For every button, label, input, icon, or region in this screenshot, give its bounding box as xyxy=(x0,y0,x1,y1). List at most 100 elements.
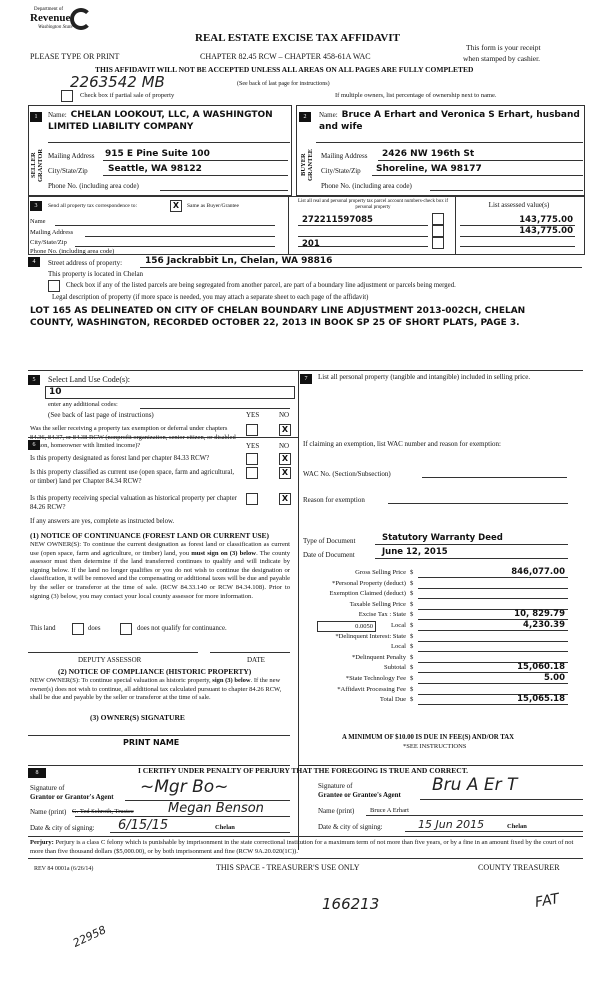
fee-label: Taxable Selling Price xyxy=(349,600,406,608)
county-treasurer-label: COUNTY TREASURER xyxy=(478,863,560,872)
legal-description[interactable]: LOT 165 AS DELINEATED ON CITY OF CHELAN … xyxy=(30,306,526,328)
print-name-label: PRINT NAME xyxy=(123,738,180,747)
current-use-no-checkbox[interactable]: X xyxy=(279,467,291,479)
fee-value[interactable]: 846,077.00 xyxy=(511,567,565,577)
historical-yes-checkbox[interactable] xyxy=(246,493,258,505)
exemption-no-checkbox[interactable]: X xyxy=(279,424,291,436)
buyer-mail[interactable]: 2426 NW 196th St xyxy=(382,149,475,159)
partial-sale-label: Check box if partial sale of property xyxy=(80,92,175,99)
assessed-header: List assessed value(s) xyxy=(488,201,550,209)
seller-phone-label: Phone No. (including area code) xyxy=(48,182,139,190)
receipt-note-2: when stamped by cashier. xyxy=(463,54,541,63)
assessor-date-field[interactable] xyxy=(210,652,290,653)
wac-field[interactable] xyxy=(422,477,567,478)
seller-city[interactable]: Seattle, WA 98122 xyxy=(108,164,202,174)
assessed-value[interactable]: 143,775.00 xyxy=(519,215,573,225)
see-instructions: *SEE INSTRUCTIONS xyxy=(403,743,467,750)
section-number-6: 6 xyxy=(28,440,40,450)
perjury-notice: Perjury: Perjury is a class C felony whi… xyxy=(30,839,574,855)
buyer-city[interactable]: Shoreline, WA 98177 xyxy=(376,164,482,174)
fee-label: Local xyxy=(390,622,406,629)
form-revision: REV 84 0001a (6/26/14) xyxy=(34,866,94,872)
located-in: This property is located in Chelan xyxy=(48,270,144,278)
doc-date[interactable]: June 12, 2015 xyxy=(382,547,448,557)
reason-label: Reason for exemption xyxy=(303,496,365,504)
parcel-number[interactable]: 201 xyxy=(302,239,320,249)
current-use-yes-checkbox[interactable] xyxy=(246,467,258,479)
exemption-yes-checkbox[interactable] xyxy=(246,424,258,436)
same-as-buyer-checkbox[interactable]: X xyxy=(170,200,182,212)
does-not-qualify-checkbox[interactable] xyxy=(120,623,132,635)
buyer-name[interactable]: Bruce A Erhart and Veronica S Erhart, hu… xyxy=(319,110,580,132)
tax-correspondence-section xyxy=(28,196,585,255)
personal-property-checkbox[interactable] xyxy=(432,237,444,249)
grantor-signature[interactable]: ~Mgr Bo~ xyxy=(140,777,229,797)
forest-no-checkbox[interactable]: X xyxy=(279,453,291,465)
reason-field[interactable] xyxy=(388,503,568,504)
seller-name[interactable]: CHELAN LOOKOUT, LLC, A WASHINGTON LIMITE… xyxy=(48,110,273,132)
handwritten-number-1: 22958 xyxy=(70,923,109,950)
forest-yes-checkbox[interactable] xyxy=(246,453,258,465)
land-use-code-field[interactable]: 10 xyxy=(45,386,295,399)
if-yes-note: If any answers are yes, complete as inst… xyxy=(30,518,175,525)
historical-no-checkbox[interactable]: X xyxy=(279,493,291,505)
fee-label: *Personal Property (deduct) xyxy=(332,579,406,587)
local-rate-field[interactable]: 0.0050 xyxy=(317,621,376,632)
currency-symbol: $ xyxy=(410,664,414,672)
parcel-number[interactable]: 272211597085 xyxy=(302,215,373,225)
grantor-date[interactable]: 6/15/15 xyxy=(118,818,169,833)
grantor-name-handwritten[interactable]: Megan Benson xyxy=(168,801,264,816)
section-number-3: 3 xyxy=(30,201,42,211)
notice-compliance-text: NEW OWNER(S): To continue special valuat… xyxy=(30,677,282,701)
fee-label: Subtotal xyxy=(384,664,406,672)
send-correspondence-label: Send all property tax correspondence to: xyxy=(48,203,138,209)
fee-value[interactable]: 15,060.18 xyxy=(517,662,565,673)
currency-symbol: $ xyxy=(410,569,414,576)
property-street[interactable]: 156 Jackrabbit Ln, Chelan, WA 98816 xyxy=(145,256,333,266)
personal-property-checkbox[interactable] xyxy=(432,213,444,225)
does-qualify-checkbox[interactable] xyxy=(72,623,84,635)
fee-label: Total Due xyxy=(379,696,406,704)
deputy-assessor-signature[interactable] xyxy=(28,652,198,653)
street-label: Street address of property: xyxy=(48,259,123,267)
fee-value[interactable]: 4,230.39 xyxy=(523,620,565,630)
buyer-phone-label: Phone No. (including area code) xyxy=(321,182,412,190)
seller-mail[interactable]: 915 E Pine Suite 100 xyxy=(105,149,210,159)
additional-codes-field[interactable] xyxy=(140,408,290,409)
currency-symbol: $ xyxy=(410,675,414,682)
date-label: DATE xyxy=(247,656,265,664)
grantor-name-struck: G. Ted Schroth, Trustee xyxy=(72,808,134,815)
forest-land-question: Is this property designated as forest la… xyxy=(30,455,210,462)
segregate-checkbox[interactable] xyxy=(48,280,60,292)
print-name-field[interactable] xyxy=(28,765,290,766)
fee-label: Excise Tax : State xyxy=(358,611,406,619)
fee-value[interactable]: 10, 829.79 xyxy=(514,609,565,620)
grantee-city[interactable]: Chelan xyxy=(507,823,527,830)
buyer-side-label: BUYER GRANTEE xyxy=(300,148,314,182)
grantee-name[interactable]: Bruce A Erhart xyxy=(370,807,409,814)
doc-type[interactable]: Statutory Warranty Deed xyxy=(382,533,503,543)
receipt-note-1: This form is your receipt xyxy=(466,43,541,52)
partial-sale-checkbox[interactable] xyxy=(61,90,73,102)
grantee-date[interactable]: 15 Jun 2015 xyxy=(418,818,485,831)
fee-value[interactable]: 15,065.18 xyxy=(517,694,565,705)
grantee-signature[interactable]: Bru A Er T xyxy=(432,775,518,795)
notice-continuance-text: NEW OWNER(S): To continue the current de… xyxy=(30,541,291,600)
personal-property-label: List all personal property (tangible and… xyxy=(318,373,531,381)
see-back-note: (See back of last page for instructions) xyxy=(237,81,330,87)
buyer-name-label: Name: xyxy=(319,111,338,119)
minimum-note: A MINIMUM OF $10.00 IS DUE IN FEE(S) AND… xyxy=(342,734,515,741)
fee-label: *Delinquent Penalty xyxy=(351,653,406,661)
owner-signature-field[interactable] xyxy=(28,735,290,736)
section-number-4: 4 xyxy=(28,257,40,267)
grantor-city[interactable]: Chelan xyxy=(215,824,235,831)
fee-label: Local xyxy=(390,643,406,651)
seller-phone-field[interactable] xyxy=(160,190,288,191)
fee-value[interactable]: 5.00 xyxy=(544,673,565,683)
personal-property-checkbox[interactable] xyxy=(432,225,444,237)
additional-codes-label: enter any additional codes: xyxy=(48,401,118,408)
fee-label: Gross Selling Price xyxy=(355,569,406,576)
assessed-value[interactable]: 143,775.00 xyxy=(519,226,573,236)
buyer-phone-field[interactable] xyxy=(430,190,583,191)
